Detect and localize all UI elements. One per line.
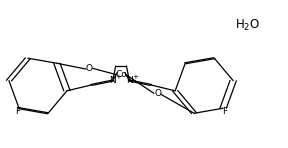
Text: F: F [222,107,227,116]
Text: Co: Co [115,70,127,78]
Text: H$_2$O: H$_2$O [235,18,260,33]
Text: N: N [109,76,116,85]
Text: +: + [132,74,138,80]
Text: O: O [86,64,92,73]
Text: N: N [126,76,133,85]
Text: F: F [15,107,20,116]
Text: O: O [154,89,161,98]
Text: +: + [115,74,122,80]
